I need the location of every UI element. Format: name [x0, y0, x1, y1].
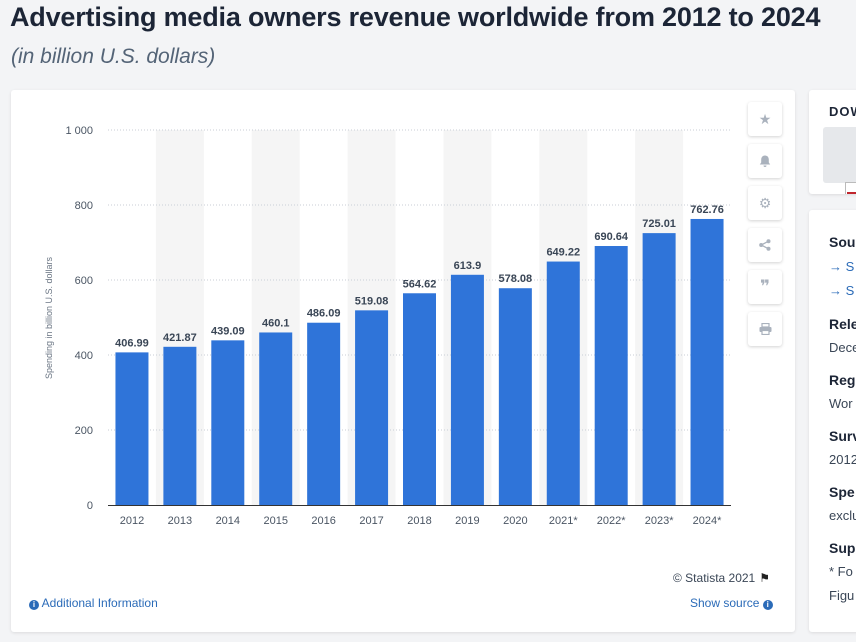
x-tick-label: 2016	[311, 515, 335, 527]
additional-info-link[interactable]: i Additional Information	[29, 596, 158, 610]
y-tick-label: 0	[87, 500, 93, 512]
flag-icon[interactable]: ⚑	[759, 571, 770, 585]
source-link-2[interactable]: → S	[829, 283, 855, 298]
show-source-link[interactable]: Show source i	[690, 596, 773, 610]
data-label: 725.01	[642, 218, 676, 230]
page-subtitle: (in billion U.S. dollars)	[11, 45, 216, 68]
print-icon[interactable]	[748, 312, 782, 346]
x-tick-label: 2017	[359, 515, 383, 527]
x-tick-label: 2018	[407, 515, 431, 527]
supplementary-value: * Fo	[829, 564, 853, 579]
chart-toolbar: ★ ⚙ ❞	[748, 102, 782, 354]
supplementary-heading: Sup	[829, 540, 856, 556]
x-tick-label: 2013	[168, 515, 192, 527]
bar	[594, 246, 628, 505]
x-tick-label: 2015	[263, 515, 287, 527]
gear-icon[interactable]: ⚙	[748, 186, 782, 220]
info-icon: i	[29, 600, 39, 610]
x-tick-label: 2020	[503, 515, 527, 527]
y-tick-label: 400	[75, 350, 93, 362]
data-label: 460.1	[262, 317, 290, 329]
bar	[546, 261, 580, 505]
quote-icon[interactable]: ❞	[748, 270, 782, 304]
bar	[450, 274, 484, 505]
bar	[690, 218, 724, 505]
show-source-label: Show source	[690, 596, 760, 610]
bar	[259, 332, 293, 505]
bell-icon[interactable]	[748, 144, 782, 178]
survey-value: 2012	[829, 452, 856, 467]
data-label: 578.08	[499, 273, 533, 285]
bar	[642, 233, 676, 505]
x-tick-label: 2023*	[645, 515, 674, 527]
y-tick-label: 1 000	[65, 125, 93, 137]
y-axis-title: Spending in billion U.S. dollars	[44, 256, 54, 379]
statista-credit: © Statista 2021 ⚑	[673, 571, 770, 585]
chart-card: 0 200 400 600 800 1 000 Spending in billion U.…	[11, 90, 795, 632]
bar	[211, 340, 245, 505]
x-tick-label: 2021*	[549, 515, 578, 527]
release-heading: Rele	[829, 316, 856, 332]
x-tick-label: 2022*	[597, 515, 626, 527]
additional-info-label: Additional Information	[41, 596, 158, 610]
data-label: 486.09	[307, 308, 341, 320]
region-value: Wor	[829, 396, 853, 411]
survey-heading: Surv	[829, 428, 856, 444]
data-label: 762.76	[690, 204, 724, 216]
source-link-1[interactable]: → S	[829, 259, 855, 274]
data-label: 613.9	[454, 260, 482, 272]
page-title: Advertising media owners revenue worldwi…	[10, 2, 821, 32]
download-heading: DOW	[829, 104, 856, 119]
x-tick-label: 2012	[120, 515, 144, 527]
data-label: 649.22	[546, 247, 580, 259]
bar	[115, 352, 149, 505]
data-label: 421.87	[163, 332, 197, 344]
info-icon: i	[762, 600, 773, 610]
data-label: 690.64	[594, 231, 629, 243]
release-value: Dece	[829, 340, 856, 355]
data-label: 406.99	[115, 337, 149, 349]
special-heading: Spe	[829, 484, 855, 500]
data-label: 564.62	[403, 278, 437, 290]
download-pdf-button[interactable]	[823, 127, 856, 194]
download-panel: DOW	[809, 90, 856, 194]
credit-text: © Statista 2021	[673, 571, 756, 585]
region-heading: Reg	[829, 372, 856, 388]
y-tick-label: 200	[75, 425, 93, 437]
x-tick-label: 2014	[216, 515, 240, 527]
bar	[355, 310, 389, 505]
y-tick-label: 600	[75, 275, 93, 287]
x-tick-label: 2019	[455, 515, 479, 527]
data-label: 519.08	[355, 295, 389, 307]
star-icon[interactable]: ★	[748, 102, 782, 136]
bar	[307, 322, 341, 505]
bar	[498, 288, 532, 505]
details-panel: Sou → S → S Rele Dece Reg Wor Surv 2012 …	[809, 210, 856, 632]
pdf-icon	[845, 182, 856, 194]
y-tick-label: 800	[75, 200, 93, 212]
x-tick-label: 2024*	[693, 515, 722, 527]
bar-chart: 0 200 400 600 800 1 000 Spending in billion U.…	[44, 125, 731, 527]
special-value: exclu	[829, 508, 856, 523]
bar	[403, 293, 436, 505]
share-icon[interactable]	[748, 228, 782, 262]
source-heading: Sou	[829, 234, 856, 250]
data-label: 439.09	[211, 325, 245, 337]
supplementary-value-2: Figu	[829, 588, 855, 603]
bar	[163, 346, 197, 505]
